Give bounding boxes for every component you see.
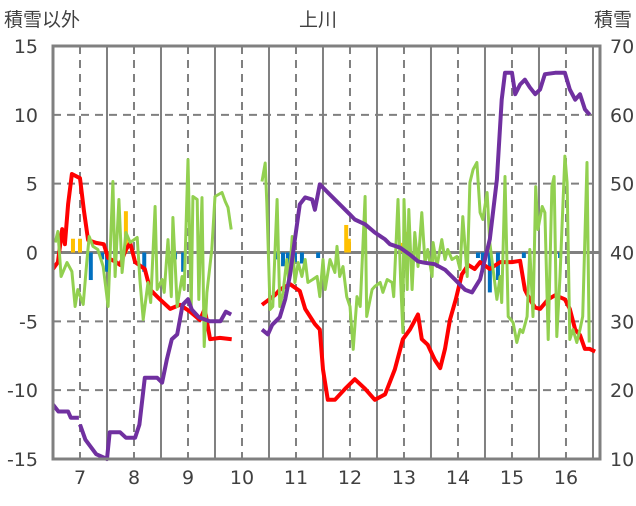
right-tick-label: 40 [610,243,634,265]
blue-bar [181,252,186,272]
plot-frame [51,44,602,461]
orange-bar [346,238,351,253]
purple-series-line [51,403,79,420]
blue-bar [142,252,147,272]
left-tick-label: 5 [26,174,38,196]
x-tick-label: 7 [74,467,86,489]
purple-series-line [260,70,592,337]
right-tick-label: 20 [610,380,634,402]
x-tick-label: 8 [128,467,140,489]
x-tick-label: 10 [230,467,254,489]
blue-bar [521,252,526,259]
right-tick-label: 30 [610,311,634,333]
green-series-line [53,158,233,348]
blue-bar [316,252,321,259]
right-tick-label: 50 [610,174,634,196]
orange-bar [344,224,349,253]
blue-bar [104,252,109,272]
left-tick-label: -15 [7,449,38,471]
x-tick-label: 13 [392,467,416,489]
blue-bar [100,252,105,260]
right-tick-label: 60 [610,105,634,127]
right-tick-label: 70 [610,36,634,58]
left-tick-label: 15 [14,36,38,58]
left-tick-label: 10 [14,105,38,127]
chart-title: 上川 [299,9,337,31]
orange-bar [70,238,75,253]
blue-bar [281,252,286,267]
x-tick-label: 15 [500,467,524,489]
left-tick-label: 0 [26,243,38,265]
x-tick-label: 16 [554,467,578,489]
purple-series-line [78,297,233,461]
orange-bar [77,238,82,253]
x-tick-label: 11 [284,467,308,489]
x-tick-label: 9 [182,467,194,489]
blue-bar [487,252,492,293]
blue-bar [299,252,304,264]
blue-bar [495,252,500,281]
left-tick-label: -5 [19,311,38,333]
series-lines [51,70,596,461]
blue-bar [88,252,93,281]
left-axis-label: 積雪以外 [4,9,80,31]
right-axis-label: 積雪 [594,9,632,31]
x-tick-label: 14 [446,467,470,489]
x-tick-label: 12 [338,467,362,489]
left-tick-label: -10 [7,380,38,402]
right-tick-label: 10 [610,449,634,471]
blue-bar [475,252,480,259]
